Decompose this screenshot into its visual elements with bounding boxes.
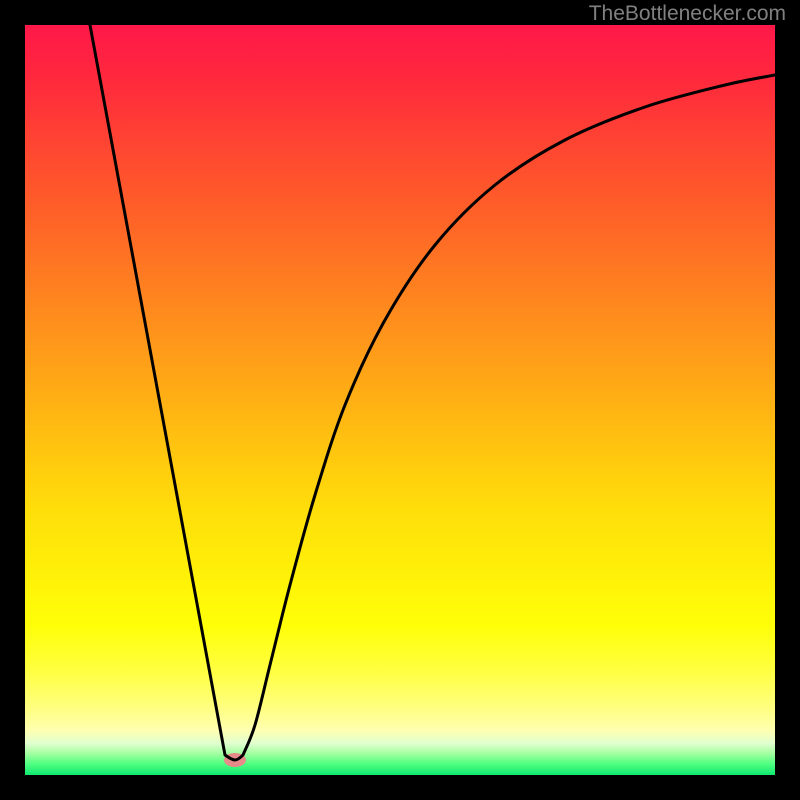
watermark-text: TheBottlenecker.com xyxy=(589,2,786,26)
chart-container xyxy=(25,25,775,775)
chart-background xyxy=(25,25,775,775)
chart-svg xyxy=(25,25,775,775)
